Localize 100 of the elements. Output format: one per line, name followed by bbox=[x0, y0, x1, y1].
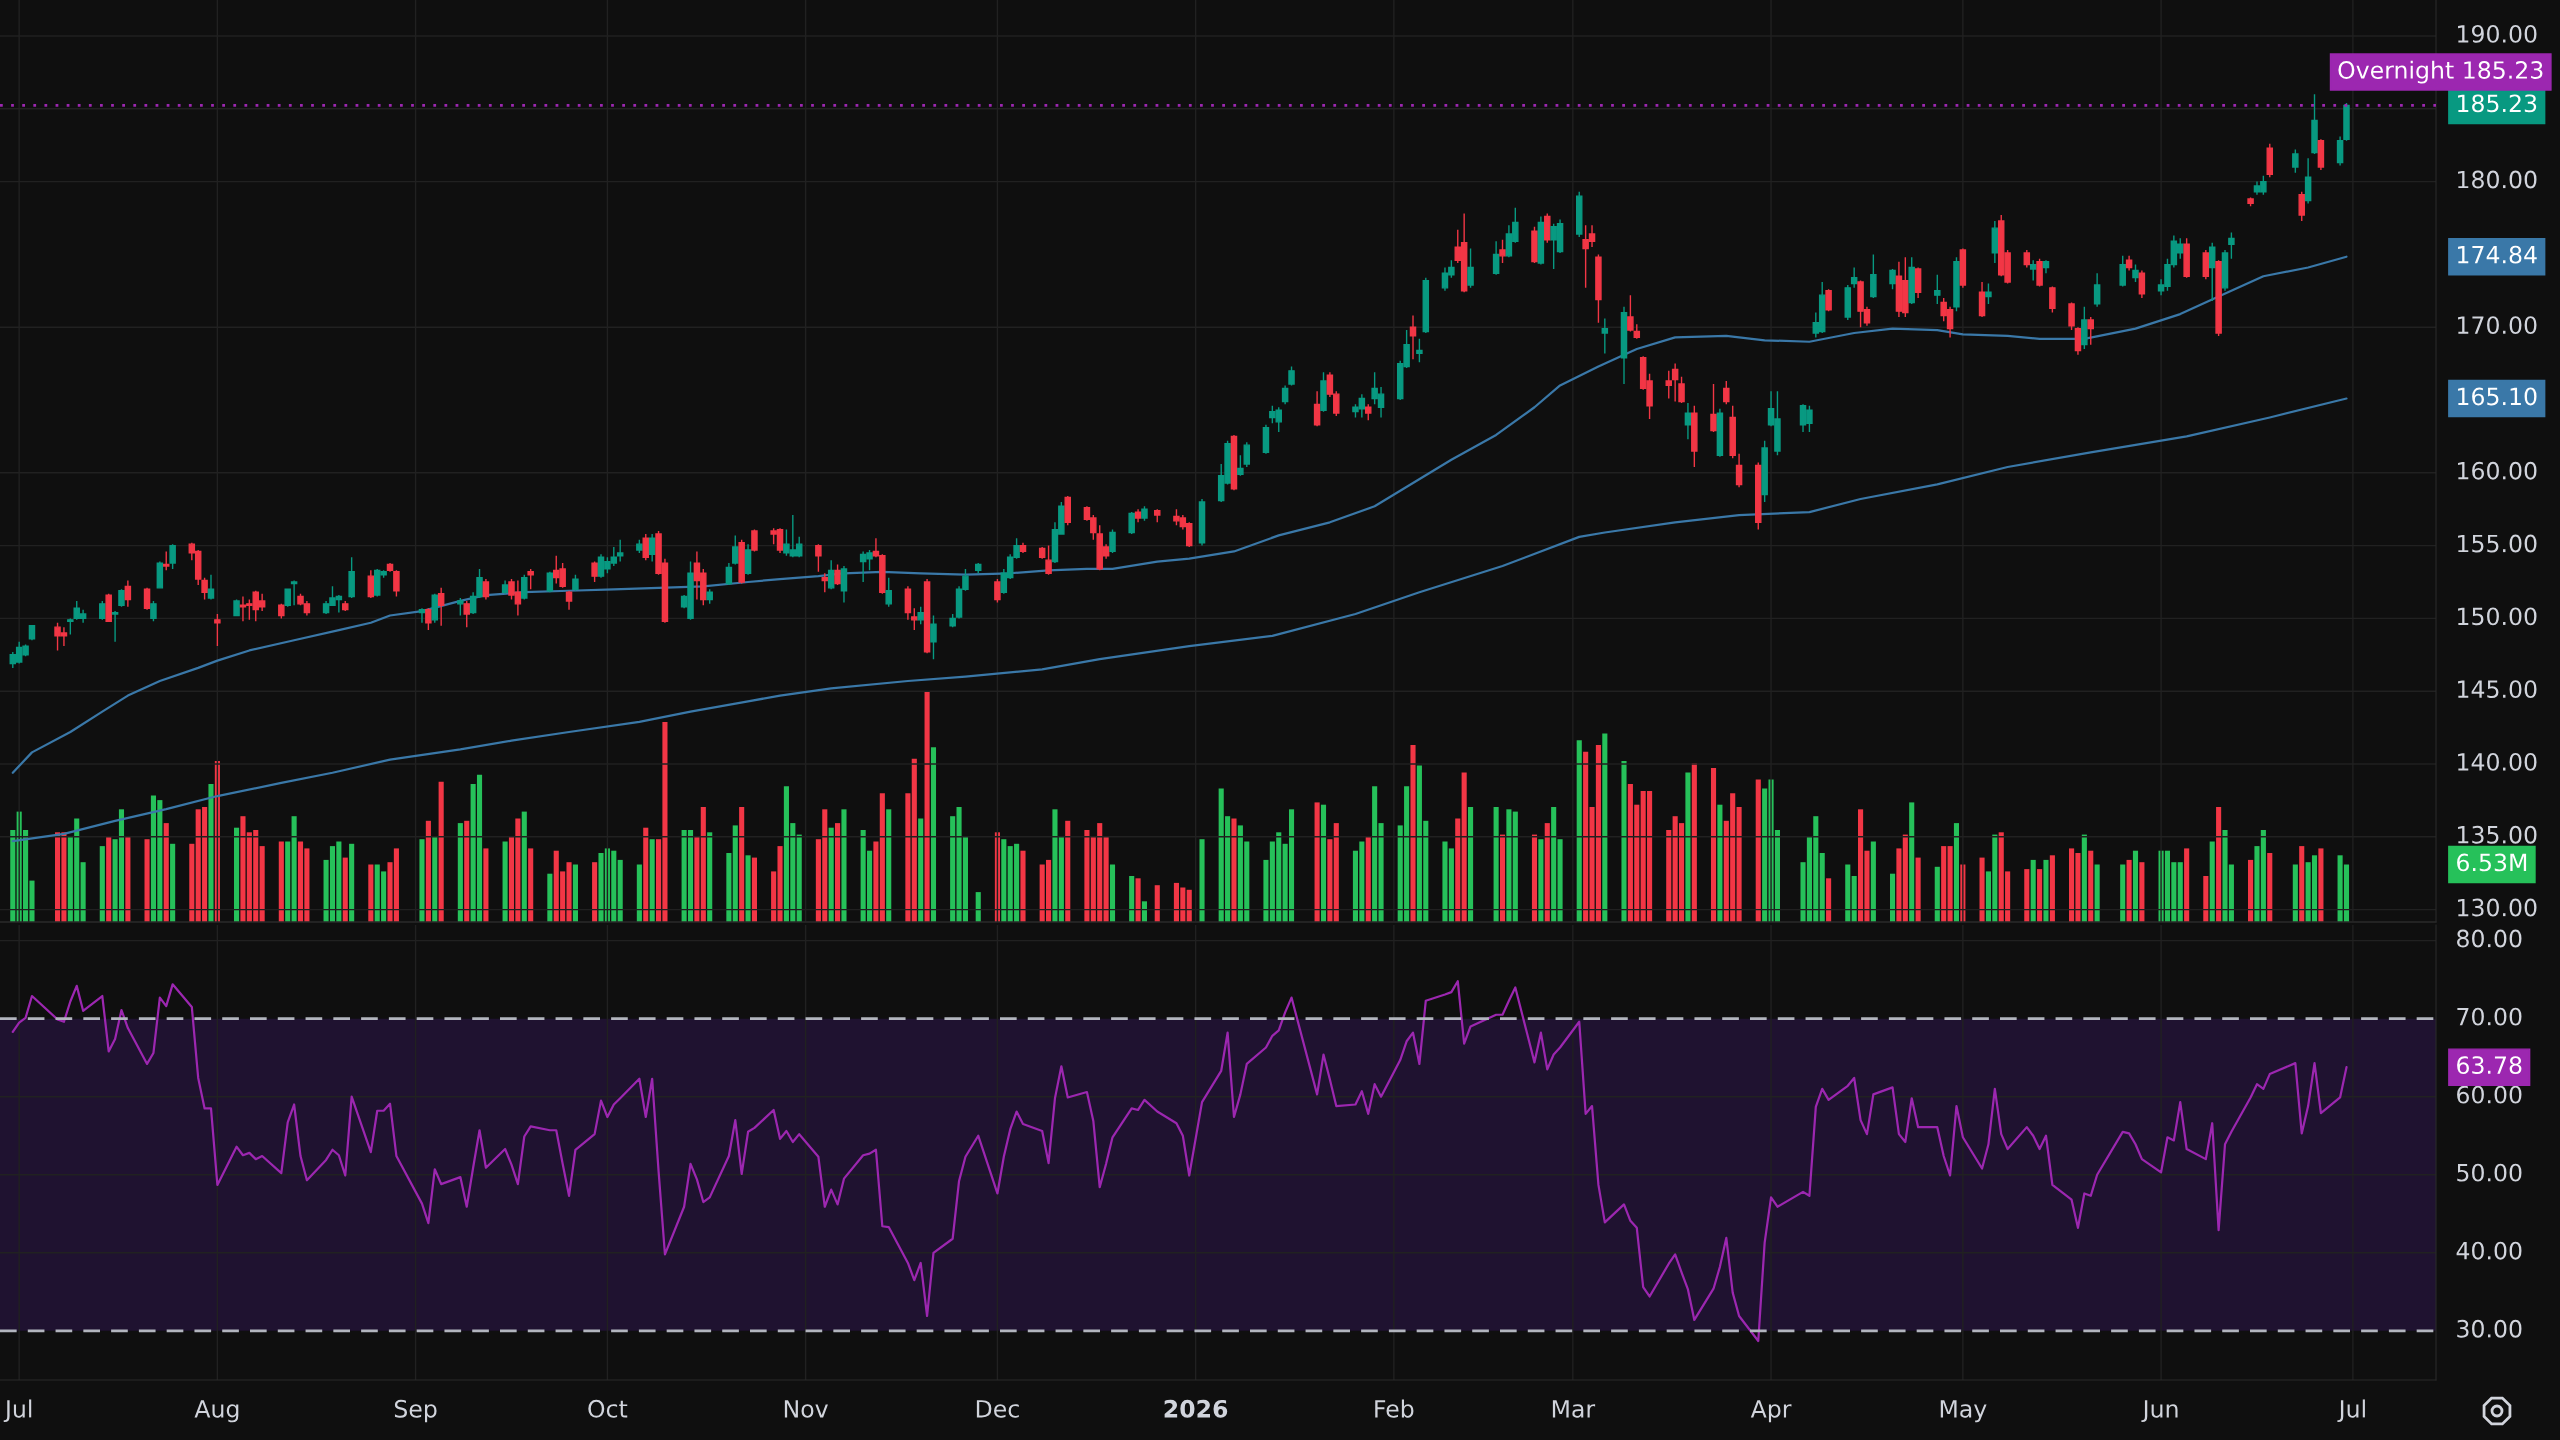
candlestick bbox=[2029, 259, 2037, 282]
bar bbox=[2177, 862, 2183, 922]
line-series bbox=[11, 980, 2348, 1343]
bar bbox=[879, 793, 885, 922]
candlestick bbox=[2036, 258, 2043, 288]
candlestick bbox=[1141, 505, 1148, 522]
bar bbox=[2049, 855, 2055, 922]
candlestick bbox=[616, 539, 624, 563]
bar bbox=[1506, 809, 1512, 922]
bar bbox=[2267, 853, 2273, 922]
candlestick bbox=[1959, 247, 1967, 289]
candlestick bbox=[1678, 375, 1685, 404]
bar bbox=[1109, 864, 1116, 922]
y-tick-label: 145.00 bbox=[2458, 680, 2537, 699]
candlestick bbox=[911, 607, 918, 631]
bar bbox=[1141, 901, 1148, 922]
candlestick bbox=[949, 613, 956, 628]
bar bbox=[1947, 846, 1953, 922]
bar bbox=[259, 846, 265, 922]
candlestick bbox=[917, 606, 924, 625]
candlestick bbox=[1531, 226, 1538, 264]
candlestick bbox=[290, 579, 298, 606]
ref-line-label: 70.00 bbox=[2457, 1007, 2522, 1026]
candlestick bbox=[2183, 237, 2190, 279]
bar bbox=[726, 853, 732, 922]
candlestick bbox=[974, 562, 982, 574]
candlestick bbox=[1665, 370, 1673, 400]
bar bbox=[1538, 839, 1544, 922]
candlestick bbox=[1953, 256, 1960, 312]
bar bbox=[457, 823, 463, 922]
bar bbox=[1154, 885, 1160, 922]
bar bbox=[2120, 864, 2126, 922]
bar bbox=[285, 841, 291, 922]
candlestick bbox=[1627, 294, 1634, 333]
bar bbox=[1084, 830, 1090, 922]
bar bbox=[342, 857, 348, 922]
candlestick bbox=[201, 576, 208, 601]
bar bbox=[2203, 876, 2209, 922]
bar bbox=[502, 841, 508, 922]
candlestick bbox=[1019, 541, 1027, 554]
y-tick-label: 50.00 bbox=[2457, 1163, 2522, 1182]
candlestick bbox=[1844, 284, 1852, 321]
bar bbox=[1685, 772, 1691, 922]
bar bbox=[636, 864, 642, 922]
candlestick bbox=[1243, 441, 1251, 468]
y-tick-label: 180.00 bbox=[2458, 170, 2537, 189]
bar bbox=[125, 836, 131, 922]
candlestick bbox=[1710, 383, 1717, 433]
bar bbox=[1909, 802, 1915, 922]
bar bbox=[2043, 859, 2049, 922]
candlestick bbox=[904, 585, 912, 621]
bar bbox=[521, 811, 527, 922]
candlestick bbox=[1671, 362, 1679, 403]
bar bbox=[1819, 853, 1825, 922]
candlestick bbox=[2132, 263, 2139, 283]
candlestick bbox=[437, 587, 445, 627]
bar bbox=[1231, 818, 1237, 922]
text: 6.53M bbox=[2457, 853, 2527, 872]
bar bbox=[911, 758, 917, 922]
y-tick-label: 80.00 bbox=[2457, 929, 2522, 948]
candlestick bbox=[431, 592, 439, 624]
candlestick bbox=[821, 572, 829, 593]
candlestick bbox=[1723, 380, 1730, 406]
candlestick bbox=[1154, 508, 1161, 523]
bar bbox=[1186, 889, 1192, 922]
y-tick-label: 140.00 bbox=[2458, 753, 2537, 771]
candlestick bbox=[1313, 390, 1321, 427]
candlestick bbox=[207, 574, 215, 601]
bar bbox=[1845, 864, 1851, 922]
candlestick bbox=[1544, 212, 1551, 244]
bar bbox=[2081, 834, 2087, 922]
bar bbox=[2299, 846, 2305, 922]
candlestick bbox=[572, 574, 579, 592]
candlestick bbox=[111, 610, 119, 643]
bar bbox=[873, 841, 879, 922]
candlestick bbox=[2221, 249, 2229, 292]
bar bbox=[1979, 857, 1985, 922]
bar bbox=[1020, 850, 1026, 922]
line-series bbox=[11, 255, 2348, 774]
candlestick bbox=[1109, 528, 1116, 554]
candlestick bbox=[1691, 405, 1698, 468]
candlestick bbox=[1198, 498, 1206, 547]
bar bbox=[163, 823, 169, 922]
candlestick bbox=[1595, 253, 1602, 324]
bar bbox=[2088, 850, 2094, 922]
candlestick bbox=[1601, 317, 1609, 355]
candlestick bbox=[367, 569, 375, 599]
bar bbox=[2094, 864, 2100, 922]
candlestick bbox=[1128, 511, 1135, 535]
candlestick bbox=[1991, 220, 1999, 264]
candlestick bbox=[2049, 285, 2056, 314]
candlestick bbox=[418, 607, 426, 624]
x-tick-label: Apr bbox=[1750, 1400, 1792, 1423]
bar bbox=[1001, 839, 1007, 922]
x-tick-label: 2026 bbox=[1164, 1399, 1228, 1418]
candlestick bbox=[1729, 405, 1736, 459]
candlestick bbox=[1416, 338, 1423, 363]
x-tick-label: Mar bbox=[1552, 1400, 1596, 1418]
candlestick bbox=[1633, 323, 1641, 340]
bar bbox=[106, 836, 112, 922]
